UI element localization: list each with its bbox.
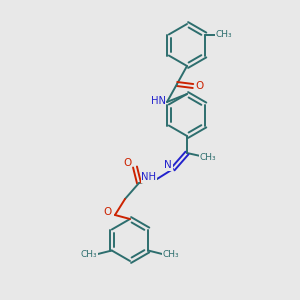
Text: HN: HN [151, 96, 166, 106]
Text: CH₃: CH₃ [216, 30, 232, 39]
Text: N: N [164, 160, 172, 170]
Text: O: O [103, 207, 111, 217]
Text: CH₃: CH₃ [200, 152, 216, 161]
Text: O: O [196, 81, 204, 91]
Text: CH₃: CH₃ [163, 250, 179, 259]
Text: O: O [123, 158, 131, 168]
Text: NH: NH [142, 172, 157, 182]
Text: CH₃: CH₃ [80, 250, 97, 259]
